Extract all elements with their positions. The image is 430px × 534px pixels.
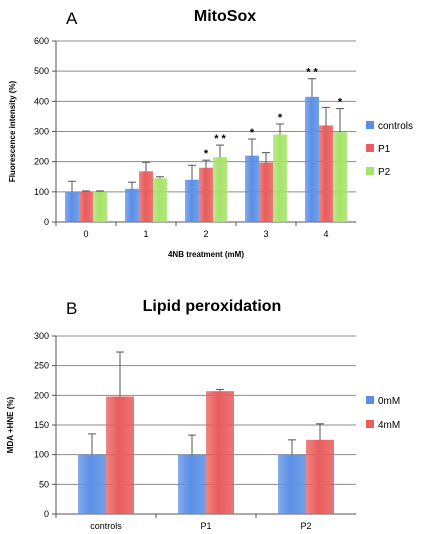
y-tick-label: 100 — [34, 187, 49, 197]
legend-label: P2 — [378, 167, 391, 178]
bar — [185, 179, 199, 222]
significance-marker: * — [338, 97, 343, 109]
legend-swatch — [366, 144, 374, 152]
legend-swatch — [366, 121, 374, 129]
significance-marker: * — [250, 127, 255, 139]
bar — [78, 454, 106, 514]
y-axis-title: Fluorescence intensity (%) — [8, 80, 17, 182]
significance-marker: * — [278, 112, 283, 124]
x-tick-label: P1 — [200, 521, 211, 531]
x-axis-title: 4NB treatment (mM) — [168, 250, 244, 259]
bar — [199, 167, 213, 222]
x-tick-label: 2 — [203, 229, 208, 239]
x-tick-label: 4 — [323, 229, 328, 239]
y-tick-label: 150 — [34, 420, 49, 430]
y-tick-label: 500 — [34, 66, 49, 76]
legend-label: 0mM — [378, 396, 400, 407]
legend-swatch — [366, 167, 374, 175]
significance-marker: * * — [306, 67, 318, 79]
bar — [206, 391, 234, 514]
x-tick-label: controls — [90, 521, 122, 531]
legend-label: P1 — [378, 144, 391, 155]
bar — [245, 155, 259, 222]
bar — [306, 439, 334, 514]
chart-panel-a: 0 100 200 300 400 500 600 0 1 2 3 4 * * * * * * * * A MitoS… — [8, 8, 413, 259]
y-tick-label: 300 — [34, 331, 49, 341]
bar — [93, 191, 107, 222]
bar — [319, 125, 333, 222]
chart-panel-b: 0 50 100 150 200 250 300 controls P1 P2 B Lipid per… — [6, 298, 400, 531]
legend-swatch — [366, 396, 374, 404]
x-tick-label: 3 — [263, 229, 268, 239]
y-tick-label: 400 — [34, 96, 49, 106]
legend-label: controls — [378, 121, 413, 132]
chart-title: Lipid peroxidation — [143, 298, 282, 315]
bar — [139, 171, 153, 222]
significance-marker: * — [204, 148, 209, 160]
bar — [65, 191, 79, 222]
bar — [106, 396, 134, 514]
y-tick-label: 0 — [44, 509, 49, 519]
chart-title: MitoSox — [194, 8, 256, 25]
y-tick-label: 50 — [39, 479, 49, 489]
x-tick-label: P2 — [300, 521, 311, 531]
bar — [333, 132, 347, 222]
y-tick-label: 250 — [34, 361, 49, 371]
y-axis-title: MDA +HNE (%) — [6, 396, 15, 453]
bar — [305, 96, 319, 222]
y-tick-label: 600 — [34, 36, 49, 46]
panel-label: B — [66, 299, 77, 318]
y-tick-label: 200 — [34, 157, 49, 167]
bar — [125, 188, 139, 222]
legend-swatch — [366, 420, 374, 428]
y-tick-label: 300 — [34, 127, 49, 137]
bar — [178, 454, 206, 514]
bar — [153, 178, 167, 222]
bar — [273, 134, 287, 222]
bar — [259, 162, 273, 222]
panel-label: A — [66, 9, 78, 28]
significance-marker: * * — [214, 133, 226, 145]
y-tick-label: 100 — [34, 450, 49, 460]
bar — [79, 191, 93, 222]
legend-label: 4mM — [378, 420, 400, 431]
bar — [278, 454, 306, 514]
x-tick-label: 1 — [143, 229, 148, 239]
y-tick-label: 200 — [34, 390, 49, 400]
bar — [213, 157, 227, 222]
y-tick-label: 0 — [44, 217, 49, 227]
x-tick-label: 0 — [83, 229, 88, 239]
